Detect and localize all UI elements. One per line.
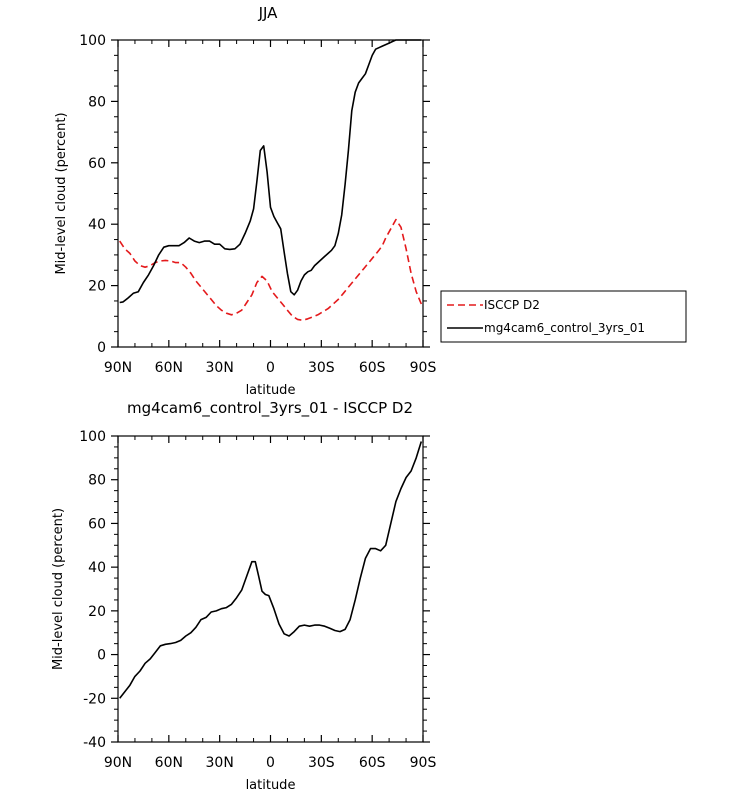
y-tick-label: 40 [88, 217, 106, 233]
y-axis-label: Mid-level cloud (percent) [54, 112, 69, 274]
legend-box [440, 290, 687, 343]
y-tick-label: 80 [88, 94, 106, 110]
x-tick-label: 60S [359, 755, 386, 771]
x-tick-label: 0 [266, 360, 275, 376]
y-tick-label: 60 [88, 156, 106, 172]
y-tick-label: -40 [83, 735, 106, 751]
x-tick-label: 60S [359, 360, 386, 376]
y-tick-label: 40 [88, 560, 106, 576]
y-tick-label: 0 [97, 648, 106, 664]
x-tick-label: 90N [104, 360, 132, 376]
series-line-mg4cam6-control-3yrs-01 [119, 39, 422, 304]
chart-title: mg4cam6_control_3yrs_01 - ISCCP D2 [127, 399, 413, 418]
axis-ticks: 90N 60N 30N 0 30S 60S 90S 0 20 40 60 80 100 [79, 33, 436, 376]
x-tick-label: 30S [308, 755, 335, 771]
y-tick-label: 20 [88, 604, 106, 620]
series-group [119, 39, 423, 322]
y-tick-label: 0 [97, 340, 106, 356]
y-tick-label: 80 [88, 473, 106, 489]
plot-frame [117, 435, 424, 743]
series-group [119, 441, 423, 699]
y-tick-label: -20 [83, 691, 106, 707]
bottom-panel: mg4cam6_control_3yrs_01 - ISCCP D2 90N 60… [51, 399, 436, 793]
x-tick-label: 60N [155, 755, 183, 771]
x-tick-label: 0 [266, 755, 275, 771]
plot-frame [117, 39, 424, 348]
y-axis-label: Mid-level cloud (percent) [51, 508, 66, 670]
y-tick-label: 100 [79, 429, 106, 445]
x-tick-label: 90S [410, 755, 437, 771]
axis-ticks: 90N 60N 30N 0 30S 60S 90S -40 -20 0 20 40 60 80 100 [79, 429, 436, 771]
top-panel: JJA 90N 60N 30N 0 30S 60S 90S 0 20 40 60 80 100 Mid-… [54, 4, 687, 398]
x-tick-label: 30S [308, 360, 335, 376]
x-tick-label: 90S [410, 360, 437, 376]
x-tick-label: 60N [155, 360, 183, 376]
series-line-isccp-d2 [119, 218, 423, 322]
x-axis-label: latitude [246, 778, 296, 793]
y-tick-label: 100 [79, 33, 106, 49]
y-tick-label: 60 [88, 516, 106, 532]
x-tick-label: 30N [206, 755, 234, 771]
legend-label-isccp: ISCCP D2 [484, 298, 540, 312]
x-tick-label: 90N [104, 755, 132, 771]
x-tick-label: 30N [206, 360, 234, 376]
x-axis-label: latitude [246, 383, 296, 398]
legend: ISCCP D2 mg4cam6_control_3yrs_01 [440, 290, 687, 343]
y-tick-label: 20 [88, 279, 106, 295]
series-line-difference [119, 441, 423, 699]
chart-title: JJA [258, 4, 279, 22]
legend-label-model: mg4cam6_control_3yrs_01 [484, 321, 645, 335]
